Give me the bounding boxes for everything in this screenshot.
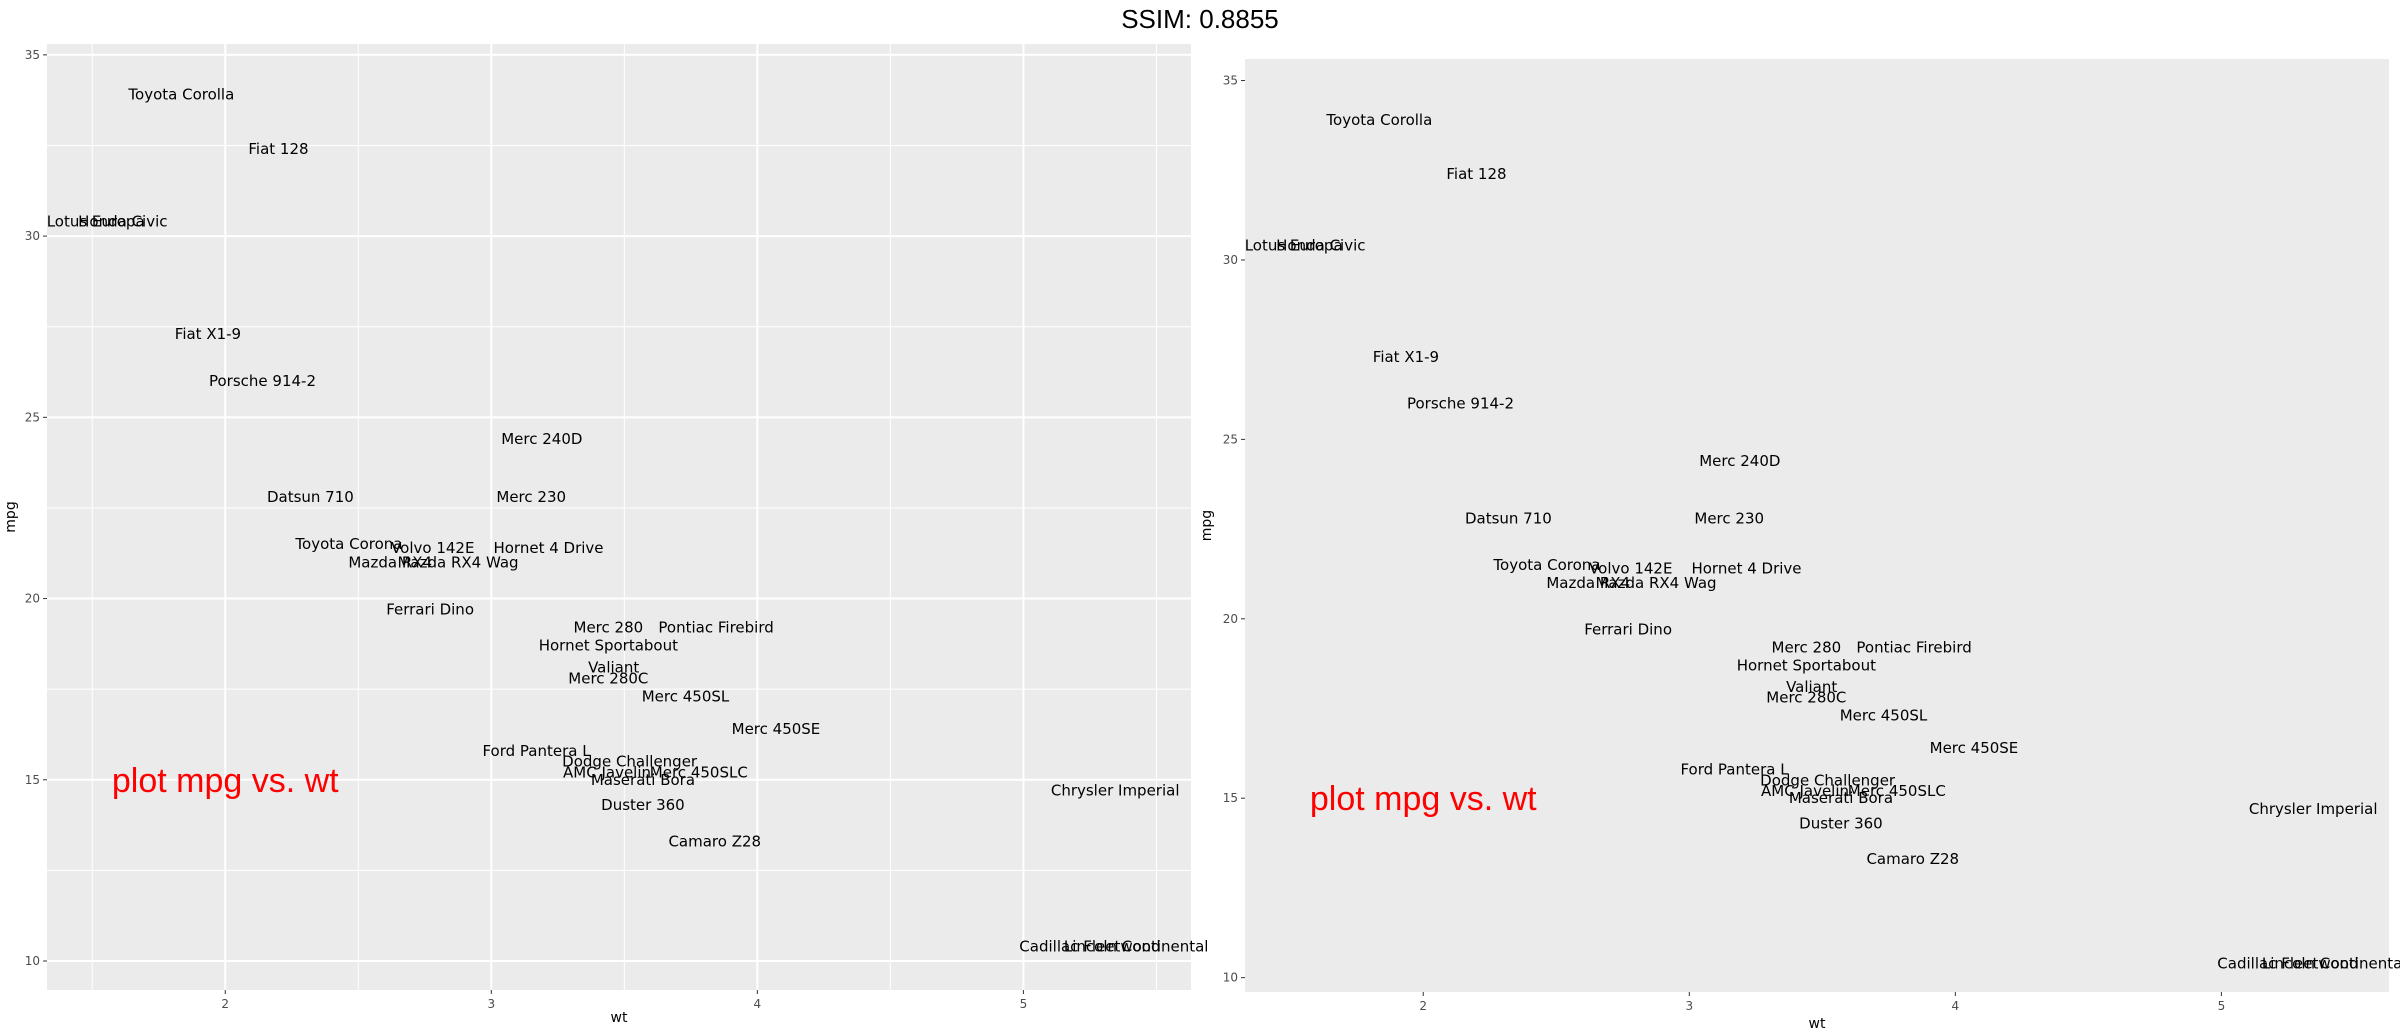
plot-annotation: plot mpg vs. wt bbox=[112, 762, 339, 800]
y-tick-label: 15 bbox=[25, 773, 40, 787]
x-tick-label: 2 bbox=[1419, 999, 1427, 1013]
x-axis-title: wt bbox=[611, 1010, 628, 1026]
point-label: Merc 240D bbox=[1699, 452, 1780, 470]
point-label: Toyota Corona bbox=[1492, 556, 1600, 574]
point-label: Cadillac Fleetwood bbox=[1019, 938, 1160, 956]
y-tick-label: 20 bbox=[25, 592, 40, 606]
plot-background bbox=[47, 44, 1191, 990]
point-label: Merc 240D bbox=[501, 430, 582, 448]
point-label: Fiat 128 bbox=[248, 140, 308, 158]
point-label: Toyota Corona bbox=[294, 535, 402, 553]
point-label: Pontiac Firebird bbox=[1856, 639, 1971, 657]
point-label: Dodge Challenger bbox=[1760, 771, 1896, 789]
point-label: Ferrari Dino bbox=[1584, 621, 1672, 639]
point-label: Duster 360 bbox=[601, 796, 685, 814]
point-label: Merc 280 bbox=[1772, 639, 1842, 657]
point-label: Fiat X1-9 bbox=[1373, 348, 1439, 366]
point-label: Dodge Challenger bbox=[562, 753, 698, 771]
y-tick-label: 15 bbox=[1223, 791, 1238, 805]
point-label: Cadillac Fleetwood bbox=[2217, 954, 2358, 972]
point-label: Pontiac Firebird bbox=[658, 619, 773, 637]
point-label: Lincoln Continental bbox=[1064, 938, 1209, 956]
point-label: Merc 280 bbox=[574, 619, 644, 637]
point-label: Hornet Sportabout bbox=[539, 637, 678, 655]
point-label: Chrysler Imperial bbox=[2249, 800, 2378, 818]
point-label: Lotus Europa bbox=[1245, 237, 1343, 255]
y-tick-label: 10 bbox=[1223, 971, 1238, 985]
plot-annotation: plot mpg vs. wt bbox=[1310, 780, 1537, 818]
plot-background bbox=[1245, 59, 2389, 992]
point-label: Fiat X1-9 bbox=[175, 325, 241, 343]
point-label: Porsche 914-2 bbox=[209, 372, 316, 390]
x-tick-label: 3 bbox=[1685, 999, 1693, 1013]
point-label: Toyota Corolla bbox=[1325, 111, 1432, 129]
point-label: Camaro Z28 bbox=[668, 832, 761, 850]
y-tick-label: 25 bbox=[25, 410, 40, 424]
point-label: Datsun 710 bbox=[267, 488, 354, 506]
y-tick-label: 10 bbox=[25, 954, 40, 968]
point-label: Ferrari Dino bbox=[386, 600, 474, 618]
point-label: Lotus Europa bbox=[47, 213, 145, 231]
point-label: AMC Javelin bbox=[1761, 782, 1849, 800]
point-label: Merc 230 bbox=[496, 488, 566, 506]
point-label: Merc 450SL bbox=[642, 687, 730, 705]
point-label: Maserati Bora bbox=[591, 771, 695, 789]
y-axis-title: mpg bbox=[3, 501, 19, 532]
y-tick-label: 35 bbox=[25, 48, 40, 62]
y-tick-label: 30 bbox=[1223, 253, 1238, 267]
point-label: Hornet Sportabout bbox=[1737, 656, 1876, 674]
x-axis-title: wt bbox=[1809, 1016, 1826, 1032]
point-label: Merc 280C bbox=[1766, 689, 1846, 707]
point-label: Fiat 128 bbox=[1446, 165, 1506, 183]
y-tick-label: 35 bbox=[1223, 74, 1238, 88]
y-axis-title: mpg bbox=[1199, 510, 1215, 541]
x-tick-label: 4 bbox=[754, 997, 762, 1011]
point-label: Merc 450SLC bbox=[650, 764, 748, 782]
point-label: Volvo 142E bbox=[391, 539, 474, 557]
point-label: Lincoln Continental bbox=[2262, 954, 2400, 972]
point-label: Ford Pantera L bbox=[1680, 761, 1789, 779]
point-label: Merc 450SE bbox=[1930, 739, 2019, 757]
point-label: Hornet 4 Drive bbox=[1691, 560, 1801, 578]
x-tick-label: 5 bbox=[2218, 999, 2226, 1013]
figure-title: SSIM: 0.8855 bbox=[1121, 4, 1279, 34]
y-tick-label: 25 bbox=[1223, 432, 1238, 446]
point-label: Mazda RX4 Wag bbox=[1595, 574, 1716, 592]
point-label: Hornet 4 Drive bbox=[493, 539, 603, 557]
x-tick-label: 2 bbox=[221, 997, 229, 1011]
y-tick-label: 20 bbox=[1223, 612, 1238, 626]
point-label: Ford Pantera L bbox=[482, 742, 591, 760]
point-label: Duster 360 bbox=[1799, 814, 1883, 832]
point-label: Honda Civic bbox=[78, 213, 167, 231]
x-tick-label: 4 bbox=[1952, 999, 1960, 1013]
point-label: Valiant bbox=[588, 658, 639, 676]
point-label: Mazda RX4 bbox=[1546, 574, 1630, 592]
point-label: Merc 230 bbox=[1694, 509, 1764, 527]
point-label: Porsche 914-2 bbox=[1407, 394, 1514, 412]
point-label: AMC Javelin bbox=[563, 764, 651, 782]
point-label: Chrysler Imperial bbox=[1051, 782, 1180, 800]
point-label: Honda Civic bbox=[1276, 237, 1365, 255]
point-label: Mazda RX4 Wag bbox=[397, 553, 518, 571]
point-label: Valiant bbox=[1786, 678, 1837, 696]
point-label: Volvo 142E bbox=[1589, 560, 1672, 578]
point-label: Toyota Corolla bbox=[127, 86, 234, 104]
x-tick-label: 5 bbox=[1020, 997, 1028, 1011]
point-label: Maserati Bora bbox=[1789, 789, 1893, 807]
point-label: Merc 450SLC bbox=[1848, 782, 1946, 800]
point-label: Camaro Z28 bbox=[1866, 850, 1959, 868]
point-label: Merc 450SL bbox=[1840, 707, 1928, 725]
point-label: Mazda RX4 bbox=[348, 553, 432, 571]
point-label: Datsun 710 bbox=[1465, 509, 1552, 527]
y-tick-label: 30 bbox=[25, 229, 40, 243]
point-label: Merc 280C bbox=[568, 669, 648, 687]
point-label: Merc 450SE bbox=[732, 720, 821, 738]
x-tick-label: 3 bbox=[487, 997, 495, 1011]
